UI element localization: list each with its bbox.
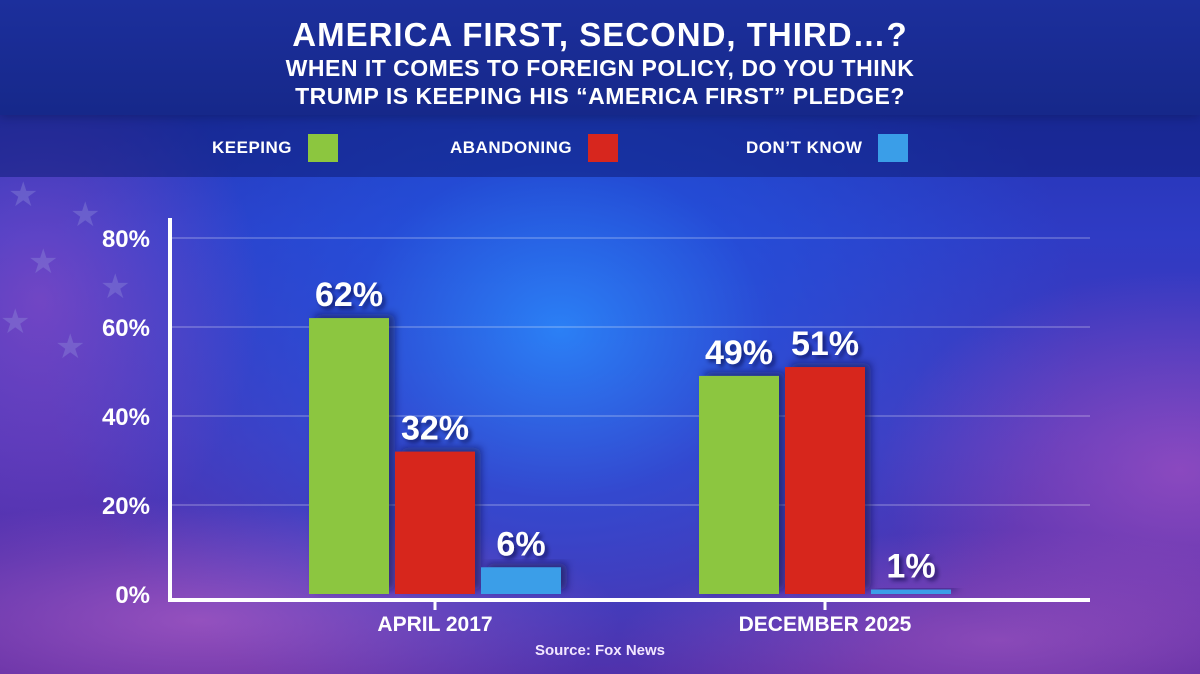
data-label: 51% <box>791 325 859 363</box>
x-tick-label: APRIL 2017 <box>377 613 492 636</box>
y-tick-label: 20% <box>102 493 150 520</box>
star-icon: ★ <box>0 303 31 341</box>
star-icon: ★ <box>55 328 86 366</box>
legend-label: ABANDONING <box>450 138 573 157</box>
y-tick-label: 80% <box>102 226 150 253</box>
bar <box>481 567 561 594</box>
y-tick-label: 60% <box>102 315 150 342</box>
legend-swatch <box>878 134 909 162</box>
bar <box>699 375 779 594</box>
chart-header: AMERICA FIRST, SECOND, THIRD…? WHEN IT C… <box>0 0 1200 115</box>
y-tick-label: 40% <box>102 404 150 431</box>
data-label: 1% <box>886 548 935 586</box>
source-note: Source: Fox News <box>534 642 666 659</box>
bar <box>395 451 475 594</box>
data-label: 6% <box>496 525 545 563</box>
y-tick-label: 0% <box>115 582 150 609</box>
legend-label: DON’T KNOW <box>746 138 863 157</box>
legend-item-keeping: KEEPING <box>212 134 339 162</box>
star-icon: ★ <box>100 268 131 306</box>
chart-title: AMERICA FIRST, SECOND, THIRD…? <box>292 16 908 53</box>
bar <box>309 318 389 594</box>
chart-subtitle-line-2: TRUMP IS KEEPING HIS “AMERICA FIRST” PLE… <box>295 83 905 109</box>
legend-swatch <box>588 134 619 162</box>
star-icon: ★ <box>28 243 59 281</box>
data-label: 32% <box>401 410 469 448</box>
bar <box>785 367 865 594</box>
legend-label: KEEPING <box>212 138 293 157</box>
legend-item-dont-know: DON’T KNOW <box>746 134 909 162</box>
star-icon: ★ <box>8 176 39 214</box>
legend-swatch <box>308 134 339 162</box>
legend-item-abandoning: ABANDONING <box>450 134 619 162</box>
bar <box>871 589 951 594</box>
data-label: 62% <box>315 276 383 314</box>
x-tick-label: DECEMBER 2025 <box>739 613 912 636</box>
star-icon: ★ <box>70 196 101 234</box>
chart-subtitle-line-1: WHEN IT COMES TO FOREIGN POLICY, DO YOU … <box>285 55 915 81</box>
data-label: 49% <box>705 334 773 372</box>
